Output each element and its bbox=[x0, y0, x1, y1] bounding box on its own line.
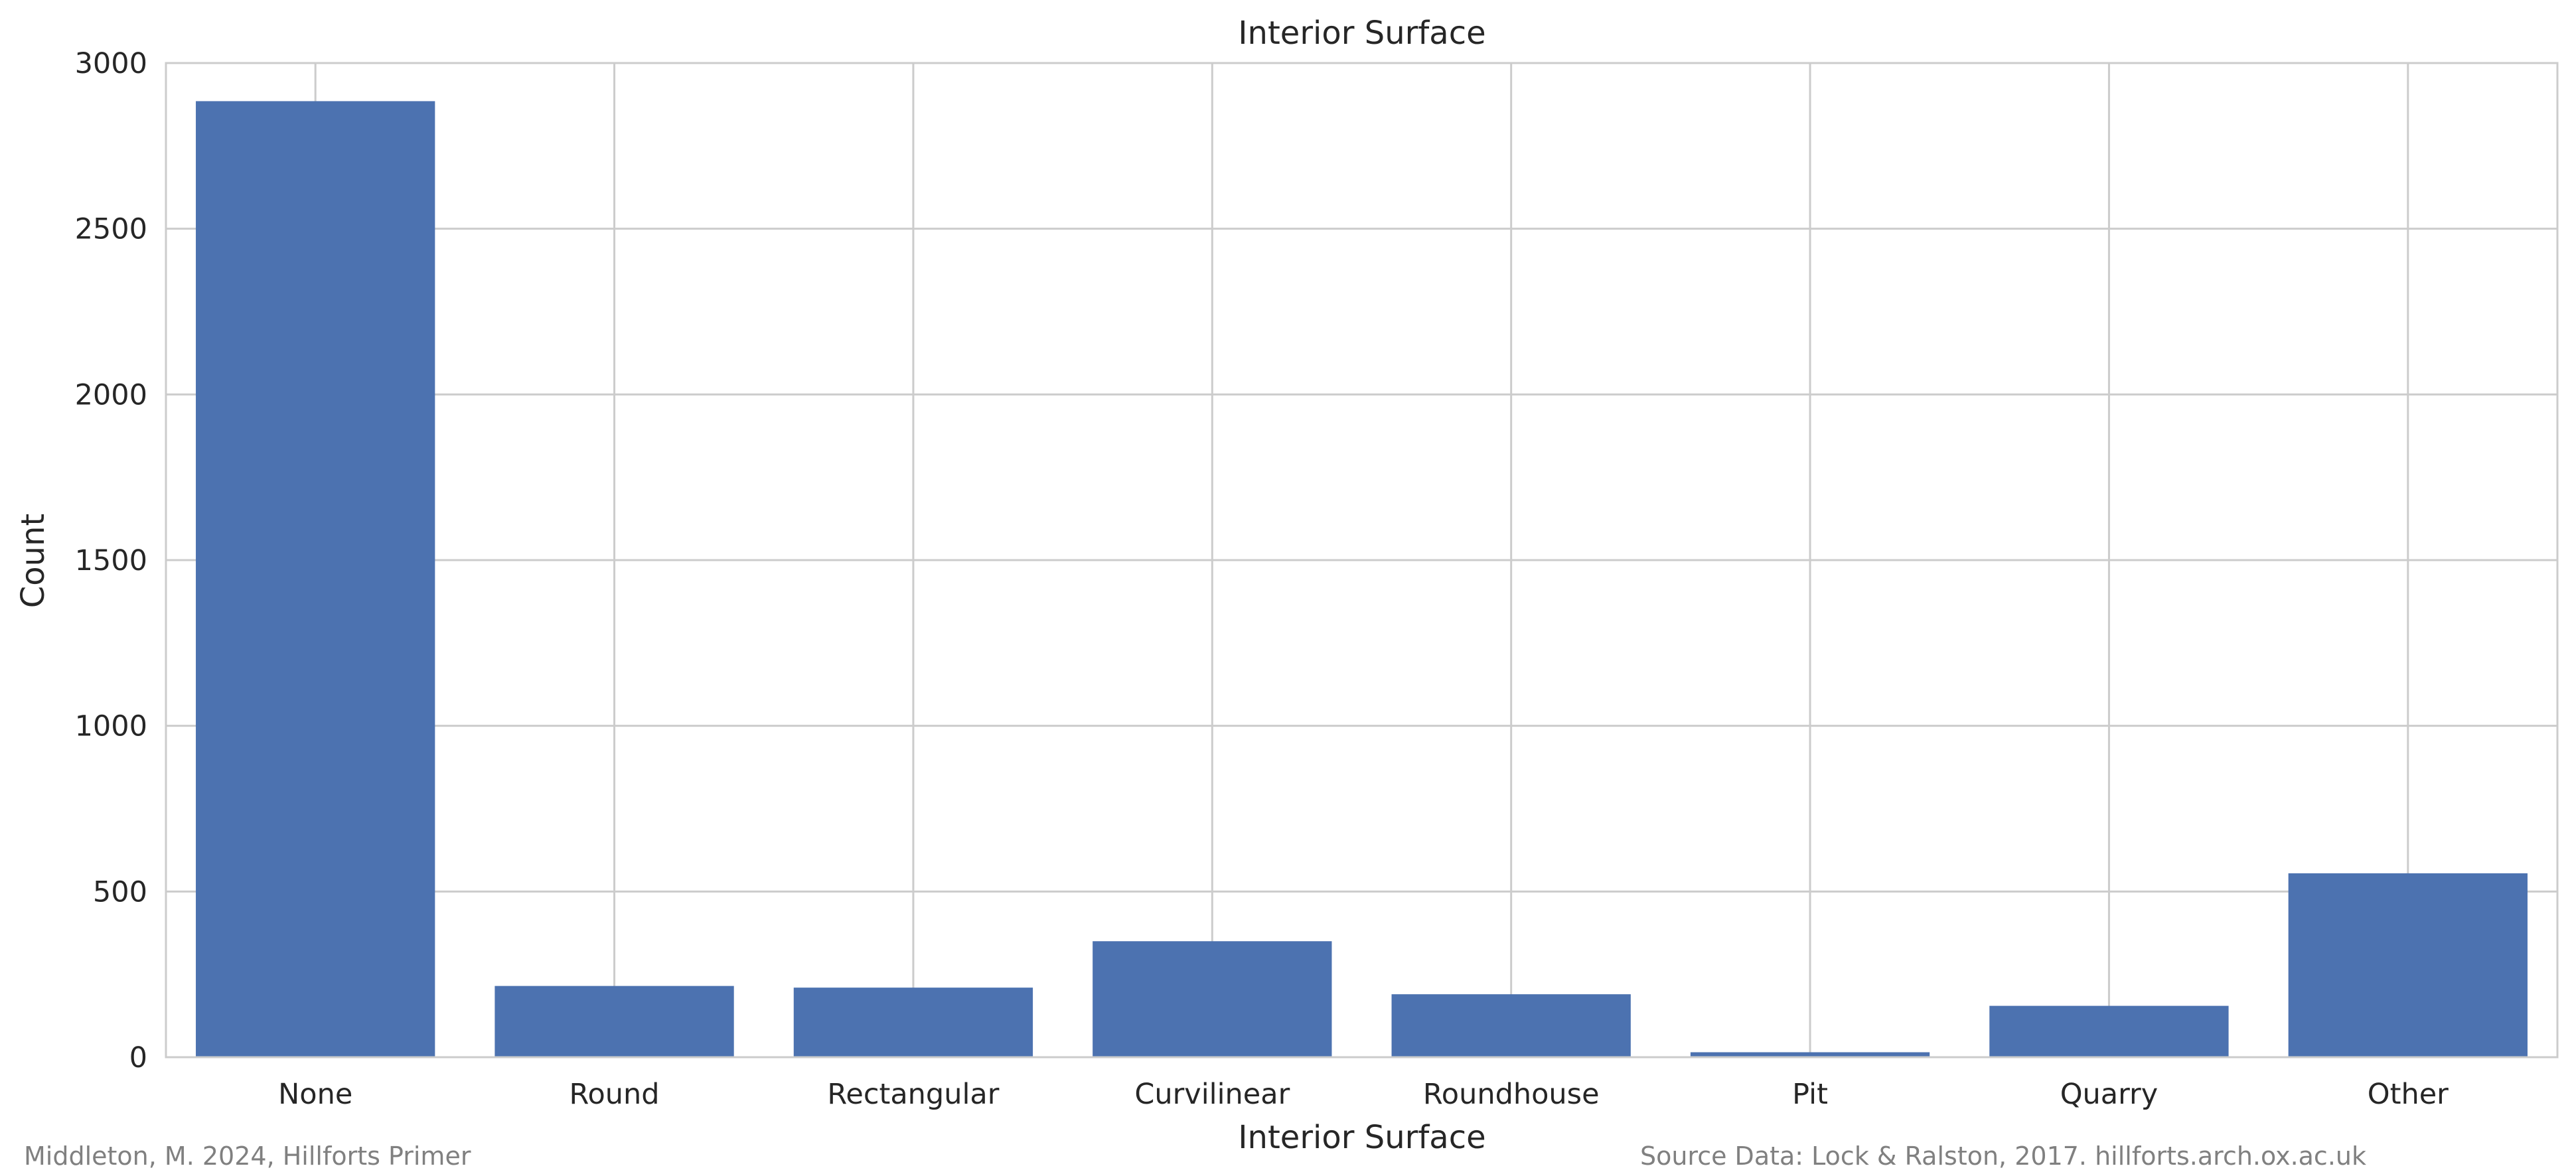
bar-rectangular bbox=[793, 988, 1033, 1057]
x-tick-label-roundhouse: Roundhouse bbox=[1423, 1078, 1600, 1111]
y-tick-label: 2000 bbox=[75, 378, 147, 411]
bar-roundhouse bbox=[1391, 994, 1631, 1057]
footer-credit: Middleton, M. 2024, Hillforts Primer bbox=[24, 1141, 471, 1171]
y-axis-label: Count bbox=[15, 514, 52, 609]
x-tick-labels: None Round Rectangular Curvilinear Roundhous… bbox=[278, 1078, 2449, 1111]
bar-round bbox=[494, 986, 734, 1057]
y-tick-label: 2500 bbox=[75, 213, 147, 246]
y-tick-labels: 0 500 1000 1500 2000 2500 3000 bbox=[75, 47, 147, 1074]
bar-quarry bbox=[1989, 1005, 2229, 1057]
bars bbox=[196, 101, 2528, 1057]
x-tick-label-other: Other bbox=[2368, 1078, 2449, 1111]
y-tick-label: 500 bbox=[93, 875, 147, 909]
chart-title: Interior Surface bbox=[1238, 15, 1485, 52]
y-tick-label: 1000 bbox=[75, 710, 147, 743]
bar-none bbox=[196, 101, 435, 1057]
bar-pit bbox=[1690, 1052, 1930, 1057]
x-tick-label-quarry: Quarry bbox=[2060, 1078, 2159, 1111]
y-tick-label: 3000 bbox=[75, 47, 147, 80]
x-tick-label-curvilinear: Curvilinear bbox=[1134, 1078, 1290, 1111]
x-axis-label: Interior Surface bbox=[1238, 1119, 1485, 1156]
x-tick-label-none: None bbox=[278, 1078, 352, 1111]
x-tick-label-pit: Pit bbox=[1792, 1078, 1828, 1111]
bar-curvilinear bbox=[1093, 941, 1332, 1057]
x-tick-label-rectangular: Rectangular bbox=[827, 1078, 999, 1111]
bar-other bbox=[2288, 873, 2528, 1057]
plot-frame bbox=[165, 62, 2559, 1059]
y-tick-label: 1500 bbox=[75, 544, 147, 577]
x-tick-label-round: Round bbox=[569, 1078, 660, 1111]
footer-source: Source Data: Lock & Ralston, 2017. hillf… bbox=[1640, 1141, 2366, 1171]
y-tick-label: 0 bbox=[129, 1041, 147, 1074]
